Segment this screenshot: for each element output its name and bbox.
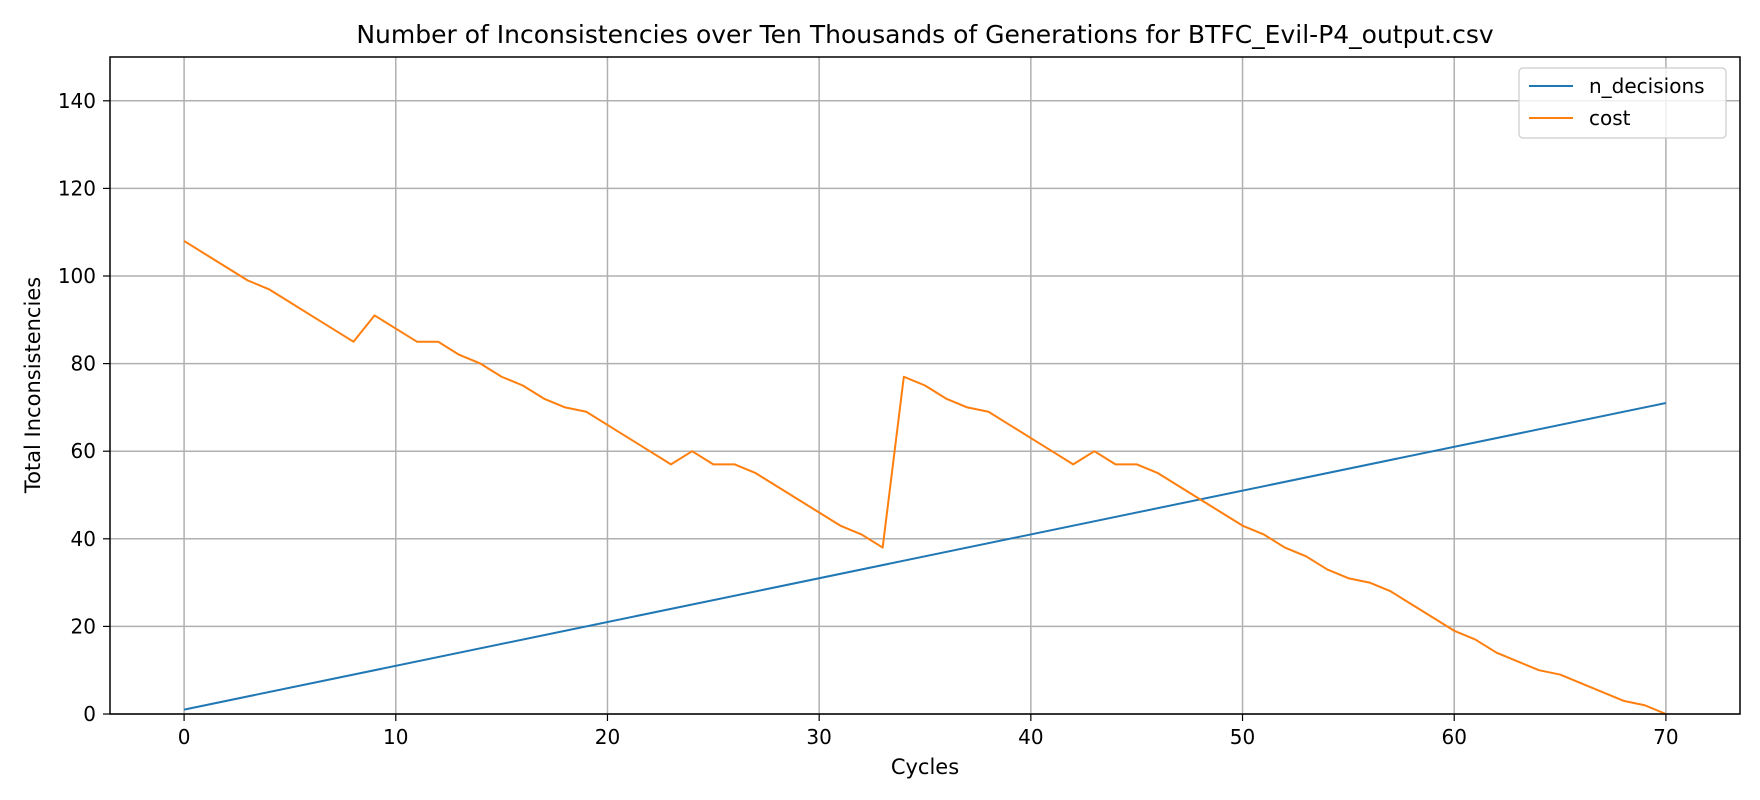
- y-tick-label: 40: [71, 527, 96, 551]
- legend-label-cost: cost: [1589, 106, 1631, 130]
- grid: [110, 57, 1740, 715]
- plot-frame: [109, 56, 1741, 715]
- x-axis-label: Cycles: [891, 755, 959, 779]
- y-tick-label: 100: [58, 264, 96, 288]
- y-tick-label: 140: [58, 89, 96, 113]
- y-tick-label: 80: [71, 352, 96, 376]
- axis-ticks: 0 10 20 30 40 50 60 70 0 20 40 60 80 100 120 140: [58, 89, 1679, 749]
- x-tick-label: 50: [1230, 725, 1255, 749]
- x-tick-label: 40: [1018, 725, 1043, 749]
- x-tick-label: 10: [383, 725, 408, 749]
- x-tick-label: 20: [595, 725, 620, 749]
- series-lines: [183, 240, 1667, 715]
- x-tick-label: 60: [1441, 725, 1466, 749]
- y-tick-label: 120: [58, 176, 96, 200]
- legend-label-n-decisions: n_decisions: [1589, 74, 1705, 98]
- y-tick-label: 60: [71, 439, 96, 463]
- x-tick-label: 30: [806, 725, 831, 749]
- x-tick-label: 0: [178, 725, 191, 749]
- y-tick-label: 0: [83, 702, 96, 726]
- series-line-cost: [183, 240, 1667, 715]
- y-tick-label: 20: [71, 614, 96, 638]
- x-tick-label: 70: [1653, 725, 1678, 749]
- series-line-n-decisions: [183, 402, 1667, 711]
- legend: n_decisions cost: [1518, 67, 1727, 139]
- y-axis-label: Total Inconsistencies: [21, 277, 45, 494]
- chart-title: Number of Inconsistencies over Ten Thous…: [356, 20, 1493, 49]
